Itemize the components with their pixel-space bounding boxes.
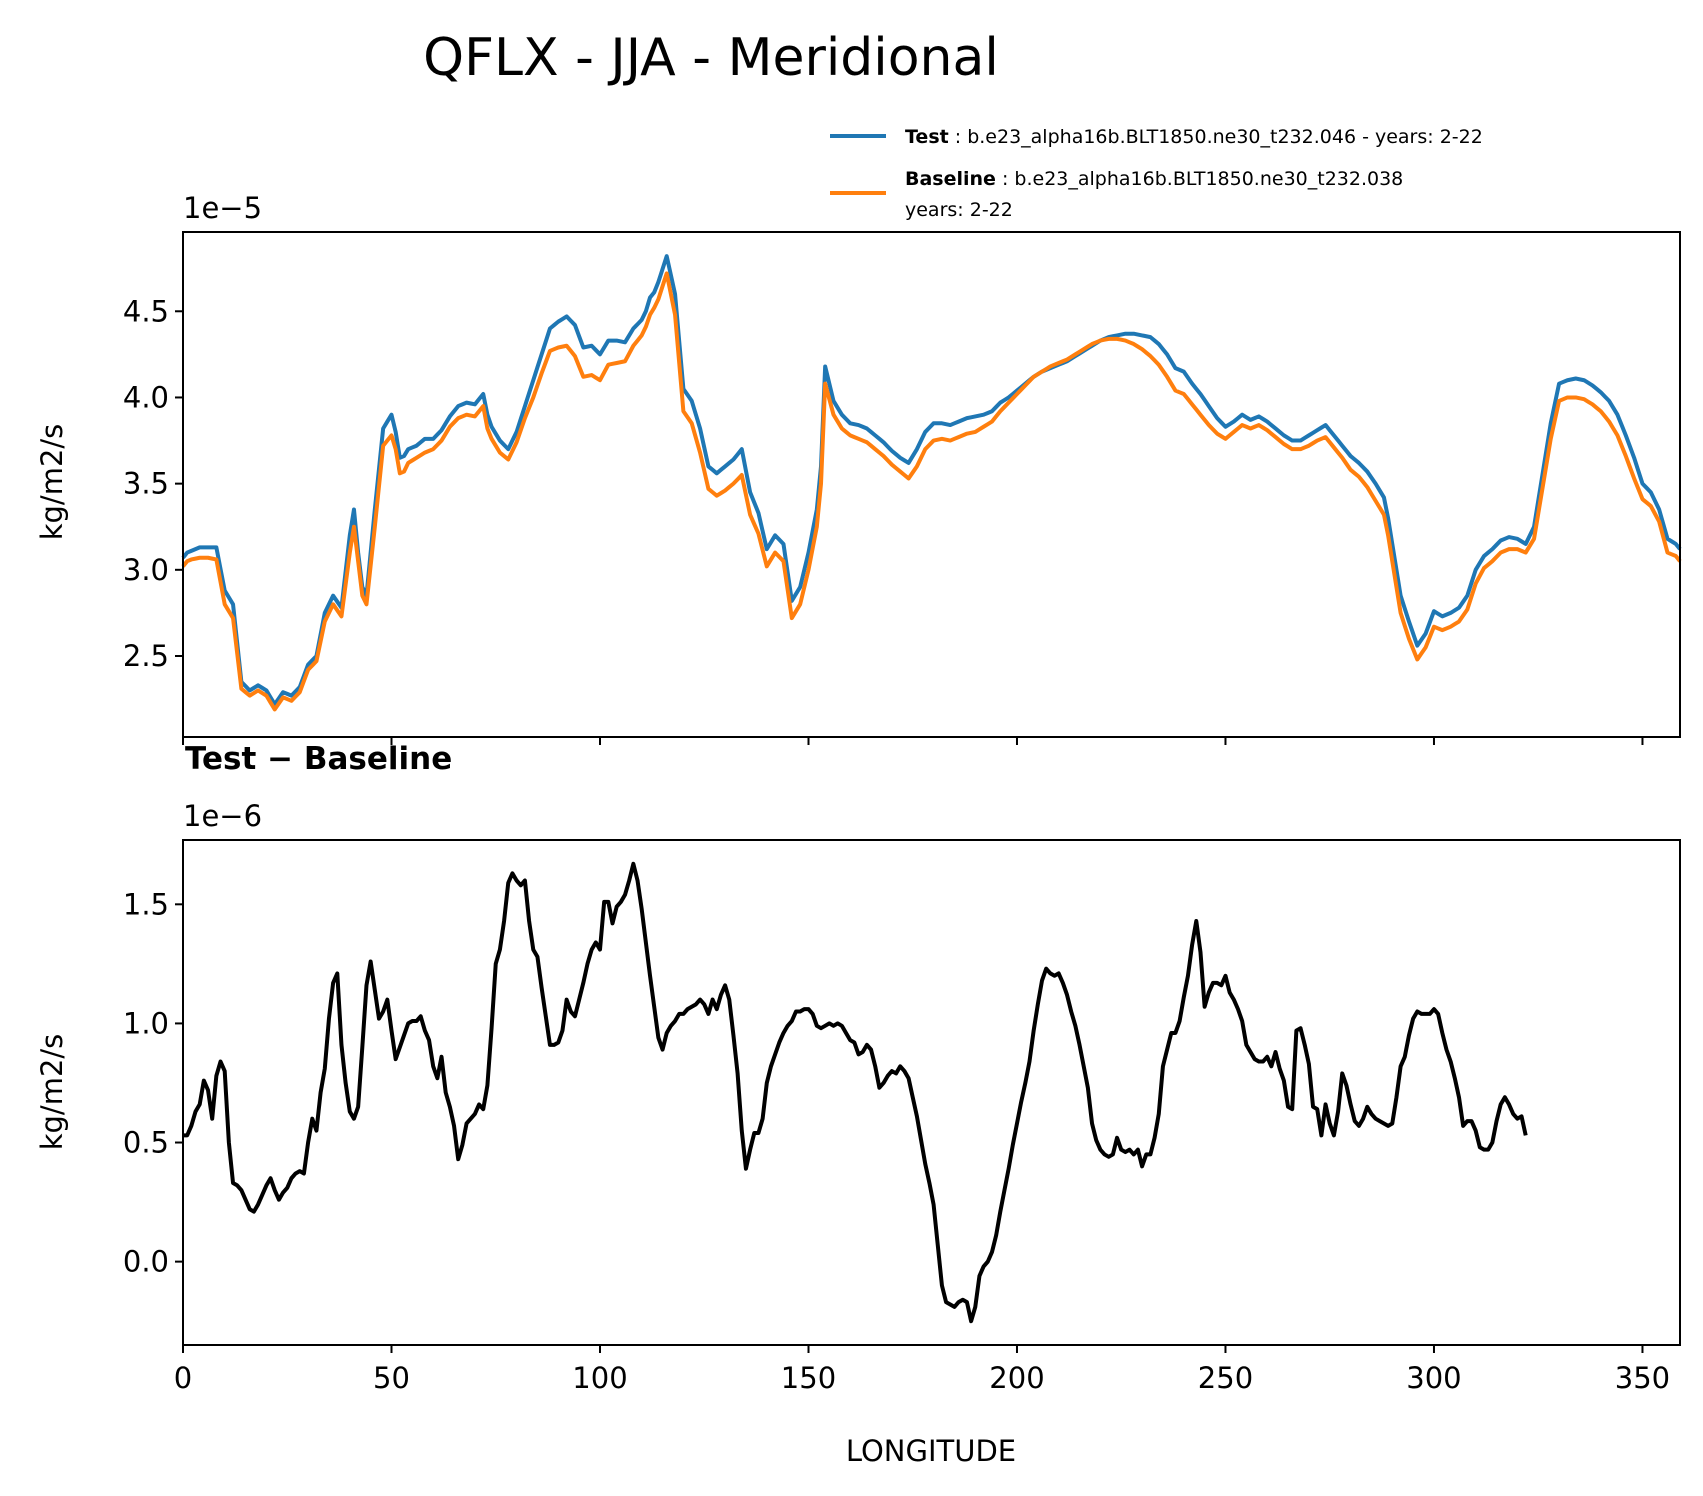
legend-label-test: Test : b.e23_alpha16b.BLT1850.ne30_t232.… <box>905 126 1483 148</box>
bottom-panel-title: Test − Baseline <box>185 741 452 777</box>
bottom-xtick-label: 300 <box>1406 1361 1461 1395</box>
top-panel: 1e−5 kg/m2/s 2.5 3.0 3.5 4.0 4.5 <box>35 191 1682 745</box>
bottom-ytick-label: 0.5 <box>123 1126 169 1160</box>
top-xticks <box>182 737 1644 745</box>
legend-test-bold: Test <box>905 126 949 148</box>
bottom-xtick-label: 350 <box>1615 1361 1670 1395</box>
top-series-line-baseline <box>181 271 1682 712</box>
bottom-xtick-label: 100 <box>572 1361 627 1395</box>
legend-label-baseline: Baseline : b.e23_alpha16b.BLT1850.ne30_t… <box>905 168 1403 190</box>
bottom-xtick-label: 150 <box>781 1361 836 1395</box>
bottom-plot-frame <box>182 839 1681 1346</box>
bottom-yticks: 0.0 0.5 1.0 1.5 <box>123 887 183 1279</box>
bottom-ytick-label: 0.0 <box>123 1245 169 1279</box>
bottom-series-line-test-baseline <box>183 861 1528 1324</box>
legend-baseline-rest: : b.e23_alpha16b.BLT1850.ne30_t232.038 <box>996 168 1403 190</box>
bottom-xtick-label: 0 <box>174 1361 192 1395</box>
bottom-xticks: 0 50 100 150 200 250 300 350 <box>174 1345 1670 1395</box>
bottom-ytick-label: 1.5 <box>123 887 169 921</box>
top-plot-frame <box>182 231 1681 738</box>
legend-label-baseline-line2: years: 2-22 <box>905 199 1013 221</box>
top-ytick-label: 4.0 <box>123 380 169 414</box>
bottom-panel: Test − Baseline 1e−6 kg/m2/s LONGITUDE 0… <box>35 741 1681 1468</box>
bottom-xtick-label: 200 <box>989 1361 1044 1395</box>
legend-test-rest: : b.e23_alpha16b.BLT1850.ne30_t232.046 -… <box>949 126 1483 148</box>
bottom-xtick-label: 250 <box>1198 1361 1253 1395</box>
top-series-line-test <box>181 254 1682 707</box>
top-yticks: 2.5 3.0 3.5 4.0 4.5 <box>123 294 183 673</box>
bottom-xlabel: LONGITUDE <box>846 1434 1016 1468</box>
legend: Test : b.e23_alpha16b.BLT1850.ne30_t232.… <box>830 126 1483 221</box>
bottom-ylabel: kg/m2/s <box>35 1034 69 1151</box>
bottom-xtick-label: 50 <box>373 1361 410 1395</box>
top-ytick-label: 2.5 <box>123 639 169 673</box>
top-offset-text: 1e−5 <box>183 191 262 225</box>
bottom-ytick-label: 1.0 <box>123 1006 169 1040</box>
top-ytick-label: 3.0 <box>123 553 169 587</box>
bottom-lines <box>183 861 1528 1324</box>
legend-baseline-bold: Baseline <box>905 168 996 190</box>
figure-title: QFLX - JJA - Meridional <box>423 28 999 88</box>
top-ytick-label: 3.5 <box>123 467 169 501</box>
bottom-offset-text: 1e−6 <box>183 799 262 833</box>
top-lines <box>181 254 1682 712</box>
top-ytick-label: 4.5 <box>123 294 169 328</box>
top-ylabel: kg/m2/s <box>35 424 69 541</box>
